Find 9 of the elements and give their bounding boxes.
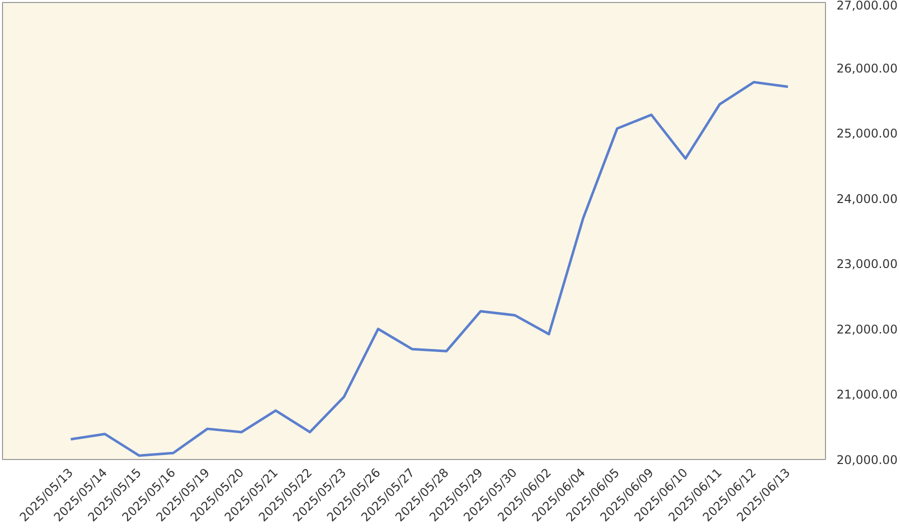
y-tick-label: 20,000.00 (836, 453, 898, 467)
y-tick-label: 27,000.00 (836, 0, 898, 12)
line-series (70, 80, 790, 457)
y-tick-label: 21,000.00 (836, 388, 898, 402)
y-tick-label: 25,000.00 (836, 126, 898, 141)
y-tick-label: 23,000.00 (836, 257, 898, 272)
y-tick-label: 24,000.00 (836, 192, 898, 206)
y-tick-label: 26,000.00 (836, 61, 898, 76)
y-tick-label: 22,000.00 (836, 322, 898, 336)
